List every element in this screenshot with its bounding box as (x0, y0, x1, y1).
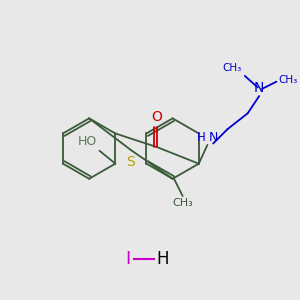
Text: CH₃: CH₃ (278, 75, 297, 85)
Text: H: H (157, 250, 169, 268)
Text: H: H (197, 130, 206, 143)
Text: O: O (152, 110, 163, 124)
Text: HO: HO (78, 135, 97, 148)
Text: N: N (254, 81, 264, 94)
Text: CH₃: CH₃ (172, 198, 193, 208)
Text: CH₃: CH₃ (223, 63, 242, 73)
Text: S: S (127, 155, 135, 169)
Text: I: I (126, 250, 131, 268)
Text: N: N (209, 130, 218, 143)
